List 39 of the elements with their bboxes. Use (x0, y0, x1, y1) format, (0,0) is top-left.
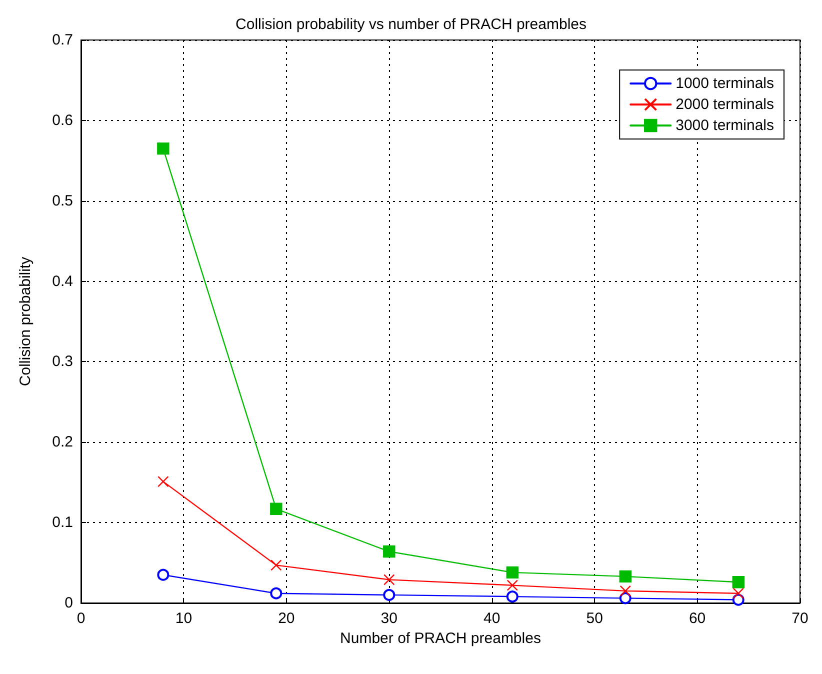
point (506, 590, 518, 603)
x-tick-label: 60 (688, 610, 706, 627)
y-tick-label: 0.7 (52, 32, 73, 48)
x-tick-label: 40 (484, 610, 500, 627)
point (270, 502, 282, 515)
x-tick-label: 20 (278, 610, 295, 627)
legend-label: 1000 terminals (676, 75, 774, 92)
point (270, 587, 282, 600)
y-tick-label: 0.4 (52, 272, 73, 290)
y-tick-label: 0.3 (52, 353, 73, 370)
x-tick-label: 30 (380, 610, 398, 627)
point (383, 545, 396, 558)
x-tick-label: 10 (175, 610, 192, 627)
x-tick-label: 0 (76, 610, 86, 627)
legend-label: 3000 terminals (676, 117, 774, 134)
x-tick-label: 70 (792, 610, 808, 627)
point (732, 576, 744, 588)
y-tick-label: 0.1 (52, 514, 73, 532)
point (732, 588, 744, 599)
y-tick-label: 0 (64, 594, 73, 612)
y-axis-title: Collision probability (17, 256, 34, 386)
x-tick-label: 50 (586, 610, 603, 627)
point (157, 568, 170, 581)
point (383, 588, 396, 601)
legend-label: 2000 terminals (676, 96, 774, 113)
x-axis-title: Number of PRACH preambles (340, 630, 541, 647)
point (384, 574, 395, 586)
y-tick-label: 0.2 (52, 434, 73, 451)
y-tick-label: 0.6 (52, 112, 73, 129)
point (619, 570, 632, 583)
point (506, 566, 518, 579)
point (270, 560, 282, 571)
point (619, 592, 632, 604)
point (620, 585, 631, 597)
point (506, 580, 518, 591)
point (158, 476, 169, 488)
point (157, 142, 170, 155)
y-tick-label: 0.5 (52, 192, 73, 210)
chart-title: Collision probability vs number of PRACH preambles (236, 16, 586, 33)
